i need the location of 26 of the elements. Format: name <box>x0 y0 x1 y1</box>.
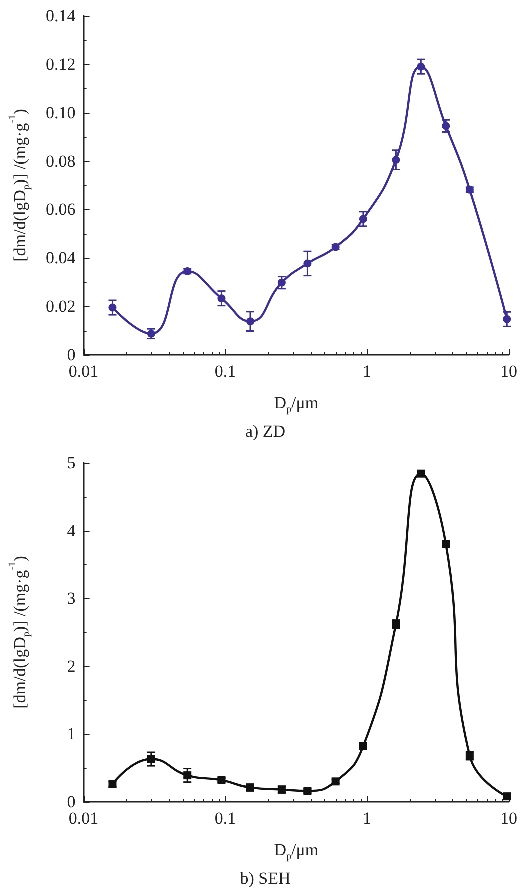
y-tick-label: 0.08 <box>46 152 76 171</box>
y-tick-label: 0.14 <box>46 6 76 26</box>
x-tick-label: 1 <box>363 362 372 381</box>
x-tick-label: 0.01 <box>68 809 99 828</box>
y-tick-label: 0.02 <box>46 297 76 316</box>
y-tick-label: 0.04 <box>46 248 76 268</box>
y-tick-label: 0 <box>67 346 76 364</box>
y-tick-label: 1 <box>67 724 76 744</box>
text: a) ZD <box>245 422 286 441</box>
x-tick-label: 10 <box>500 362 518 381</box>
y-tick-label: 0.10 <box>46 103 76 122</box>
x-tick-label: 0.1 <box>214 809 236 828</box>
y-axis-title: [dm/d(lgDp)] /(mg·g-1) <box>8 556 32 709</box>
y-tick-label: 4 <box>67 521 76 540</box>
y-tick-label: 5 <box>67 454 76 472</box>
y-axis-title: [dm/d(lgDp)] /(mg·g-1) <box>8 109 32 262</box>
y-tick-label: 2 <box>67 656 76 676</box>
x-tick-label: 0.01 <box>68 362 99 381</box>
x-tick-label: 0.1 <box>214 362 236 381</box>
x-tick-label: 1 <box>363 809 372 828</box>
y-tick-label: 0 <box>67 792 76 812</box>
y-tick-label: 3 <box>67 589 76 608</box>
y-tick-label: 0.12 <box>46 54 76 74</box>
y-tick-label: 0.06 <box>46 200 76 220</box>
text: b) SEH <box>240 869 291 888</box>
x-tick-label: 10 <box>500 809 518 828</box>
